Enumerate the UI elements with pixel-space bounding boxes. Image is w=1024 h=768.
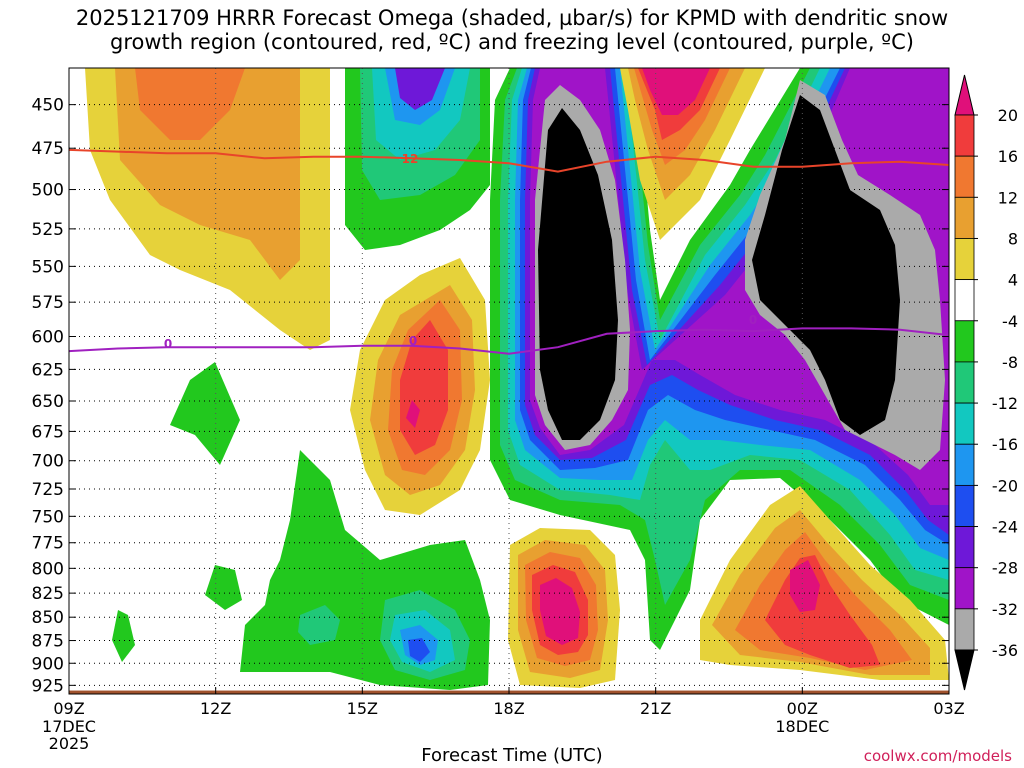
colorbar-top-arrow — [954, 74, 975, 116]
colorbar: 20 16 12 8 4 -4 -8 -12 -16 -20 -24 -28 -32 -36 — [954, 74, 1018, 691]
y-tick-label: 600 — [32, 327, 64, 347]
colorbar-label: -36 — [992, 641, 1018, 660]
contour-label-0c-left: 0 — [164, 337, 172, 351]
contour-lines — [69, 148, 949, 355]
contour-label-12c: 12 — [402, 152, 419, 166]
y-tick-label: 675 — [32, 422, 64, 442]
y-tick-label: 625 — [32, 360, 64, 380]
colorbar-swatch — [954, 279, 975, 322]
contour-label-0c-right: 0 — [749, 313, 757, 327]
contour-label-0c-middle: 0 — [409, 334, 417, 348]
colorbar-label: -24 — [992, 518, 1018, 537]
colorbar-swatch — [954, 443, 975, 486]
y-tick-label: 650 — [32, 392, 64, 412]
colorbar-swatch — [954, 484, 975, 527]
colorbar-label: 4 — [1008, 271, 1018, 290]
x-tick-label: 12Z — [200, 699, 231, 718]
y-axis: 450 475 500 525 550 575 600 625 650 675 700 725 750 7… — [32, 96, 949, 696]
y-tick-label: 575 — [32, 293, 64, 313]
omega-region-18z-21z — [490, 68, 949, 650]
y-tick-label: 775 — [32, 534, 64, 554]
omega-region-upper-middle — [345, 68, 490, 250]
colorbar-swatch — [954, 320, 975, 363]
colorbar-label: -28 — [992, 559, 1018, 578]
x-tick-label: 03Z — [933, 699, 964, 718]
colorbar-swatch — [954, 567, 975, 610]
x-tick-label: 09Z — [53, 699, 84, 718]
omega-region-16z — [350, 258, 490, 515]
contour-line-freezing-level-0C — [69, 327, 949, 355]
y-tick-label: 475 — [32, 139, 64, 159]
chart-title: 2025121709 HRRR Forecast Omega (shaded, … — [75, 6, 949, 54]
x-tick-label: 15Z — [347, 699, 378, 718]
x-tick-label: 18Z — [493, 699, 524, 718]
contour-line-dendritic-growth-12C — [69, 148, 949, 173]
y-tick-label: 875 — [32, 632, 64, 652]
y-tick-label: 800 — [32, 559, 64, 579]
x-tick-sublabel: 2025 — [49, 734, 90, 753]
omega-region-upper-left — [85, 68, 330, 350]
omega-region-21z-upper — [620, 68, 765, 240]
y-tick-label: 825 — [32, 584, 64, 604]
y-tick-label: 450 — [32, 96, 64, 116]
y-tick-label: 900 — [32, 654, 64, 674]
colorbar-label: 20 — [998, 106, 1018, 125]
y-tick-label: 850 — [32, 608, 64, 628]
colorbar-bottom-arrow — [954, 649, 975, 691]
x-axis-label: Forecast Time (UTC) — [421, 745, 603, 766]
x-tick-sublabel: 18DEC — [775, 717, 829, 736]
colorbar-label: -32 — [992, 600, 1018, 619]
colorbar-swatch — [954, 238, 975, 281]
omega-region-19z-lower — [508, 528, 620, 688]
y-tick-label: 925 — [32, 676, 64, 696]
colorbar-label: 8 — [1008, 229, 1018, 248]
x-tick-label: 00Z — [787, 699, 818, 718]
colorbar-swatch — [954, 402, 975, 445]
y-tick-label: 500 — [32, 181, 64, 201]
colorbar-label: 16 — [998, 147, 1018, 166]
omega-region-00z-lower — [700, 486, 949, 680]
x-tick-sublabel: 17DEC — [42, 717, 96, 736]
colorbar-label: -4 — [1002, 312, 1018, 331]
contour-labels: 12 0 0 0 — [164, 152, 757, 351]
omega-region-lower-left — [112, 362, 490, 690]
y-tick-label: 700 — [32, 452, 64, 472]
colorbar-swatch — [954, 361, 975, 404]
colorbar-swatch — [954, 526, 975, 569]
colorbar-label: -12 — [992, 394, 1018, 413]
colorbar-label: 12 — [998, 188, 1018, 207]
y-tick-label: 525 — [32, 220, 64, 240]
colorbar-swatch — [954, 155, 975, 198]
y-tick-label: 550 — [32, 257, 64, 277]
plot-area — [69, 68, 949, 694]
y-gridlines — [69, 104, 949, 686]
colorbar-label: -16 — [992, 435, 1018, 454]
colorbar-label: -8 — [1002, 353, 1018, 372]
x-tick-label: 21Z — [640, 699, 671, 718]
colorbar-label: -20 — [992, 476, 1018, 495]
y-tick-label: 725 — [32, 480, 64, 500]
y-tick-label: 750 — [32, 507, 64, 527]
colorbar-swatch — [954, 608, 975, 651]
colorbar-swatch — [954, 114, 975, 157]
colorbar-swatch — [954, 196, 975, 239]
site-credit: coolwx.com/models — [863, 747, 1012, 765]
